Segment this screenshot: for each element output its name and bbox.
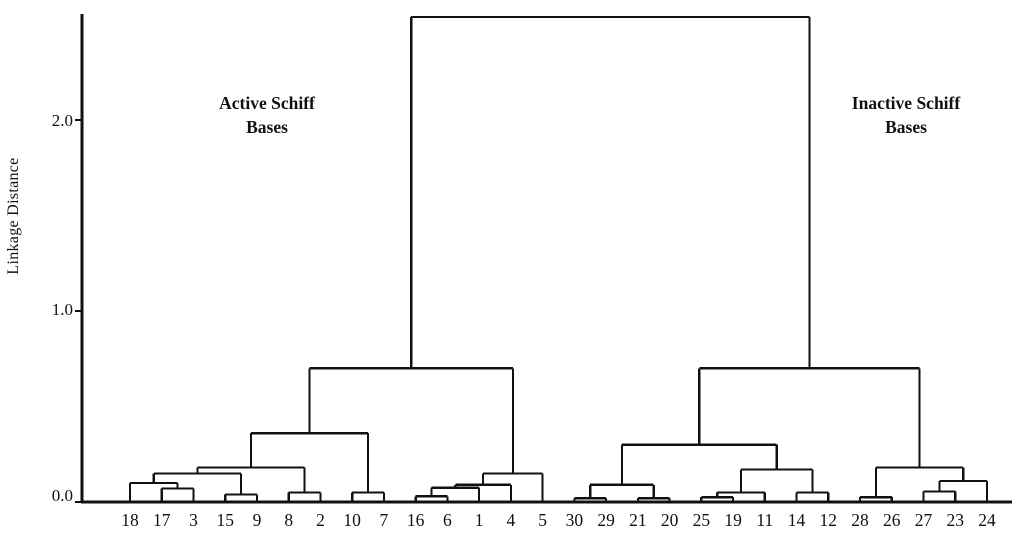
inactive-cluster-title: Inactive Schiff Bases [806,91,1006,139]
leaf-label-29: 29 [597,510,615,530]
leaf-label-27: 27 [915,510,933,530]
y-tick-label-0.0: 0.0 [51,486,73,505]
leaf-label-21: 21 [629,510,647,530]
leaf-label-7: 7 [380,510,389,530]
leaf-label-23: 23 [947,510,965,530]
active-cluster-title: Active Schiff Bases [167,91,367,139]
active-cluster-title-line1: Active Schiff [219,93,315,113]
leaf-label-17: 17 [153,510,171,530]
leaf-label-20: 20 [661,510,679,530]
leaf-label-11: 11 [756,510,773,530]
leaf-label-19: 19 [724,510,742,530]
y-tick-label-1.0: 1.0 [51,300,73,319]
inactive-cluster-title-line1: Inactive Schiff [851,93,961,113]
leaf-label-9: 9 [253,510,262,530]
leaf-label-24: 24 [978,510,996,530]
leaf-label-8: 8 [284,510,293,530]
inactive-cluster-title-line2: Bases [885,117,927,137]
y-tick-label-2.0: 2.0 [51,111,73,130]
leaf-label-1: 1 [475,510,484,530]
leaf-label-5: 5 [538,510,547,530]
leaf-label-15: 15 [216,510,234,530]
leaf-label-12: 12 [820,510,838,530]
leaf-label-26: 26 [883,510,901,530]
y-axis-label: Linkage Distance [5,157,22,275]
leaf-label-25: 25 [693,510,711,530]
leaf-label-4: 4 [507,510,516,530]
leaf-label-18: 18 [121,510,139,530]
leaf-label-10: 10 [343,510,361,530]
leaf-label-30: 30 [566,510,584,530]
leaf-label-28: 28 [851,510,869,530]
active-cluster-title-line2: Bases [246,117,288,137]
leaf-label-14: 14 [788,510,806,530]
leaf-label-2: 2 [316,510,325,530]
leaf-label-16: 16 [407,510,425,530]
leaf-label-6: 6 [443,510,452,530]
leaf-label-3: 3 [189,510,198,530]
